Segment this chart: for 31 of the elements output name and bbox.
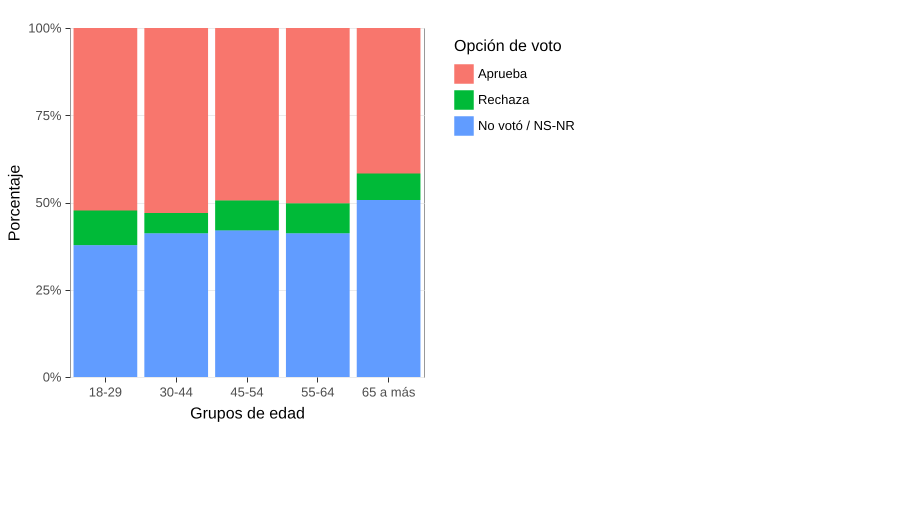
x-axis-title: Grupos de edad xyxy=(190,406,305,422)
bar xyxy=(144,233,208,377)
bar xyxy=(286,203,350,234)
bar xyxy=(215,230,279,377)
legend-label: No votó / NS-NR xyxy=(478,118,575,133)
bar xyxy=(286,28,350,204)
bar xyxy=(286,233,350,377)
y-tick-label: 100% xyxy=(28,20,62,36)
y-tick-label: 0% xyxy=(42,370,62,384)
bar xyxy=(74,28,138,211)
bar xyxy=(74,210,138,246)
bar xyxy=(74,245,138,377)
legend-title: Opción de voto xyxy=(454,38,562,55)
y-tick-label: 25% xyxy=(35,282,62,298)
x-tick-label: 65 a más xyxy=(362,384,416,400)
bar xyxy=(215,28,279,200)
x-tick-label: 30-44 xyxy=(160,384,193,400)
bar xyxy=(356,200,420,377)
bar xyxy=(356,174,420,200)
x-tick-label: 18-29 xyxy=(88,384,122,400)
x-tick-label: 45-54 xyxy=(230,384,264,400)
x-tick-label: 55-64 xyxy=(301,384,334,400)
bar xyxy=(215,200,279,230)
bar xyxy=(356,28,420,174)
y-tick-label: 50% xyxy=(35,195,62,210)
legend-label: Rechaza xyxy=(478,92,530,107)
y-tick-label: 75% xyxy=(35,108,62,123)
y-axis-title: Porcentaje xyxy=(6,164,24,242)
bar xyxy=(144,28,208,213)
bar xyxy=(144,212,208,234)
legend-label: Aprueba xyxy=(478,66,528,81)
